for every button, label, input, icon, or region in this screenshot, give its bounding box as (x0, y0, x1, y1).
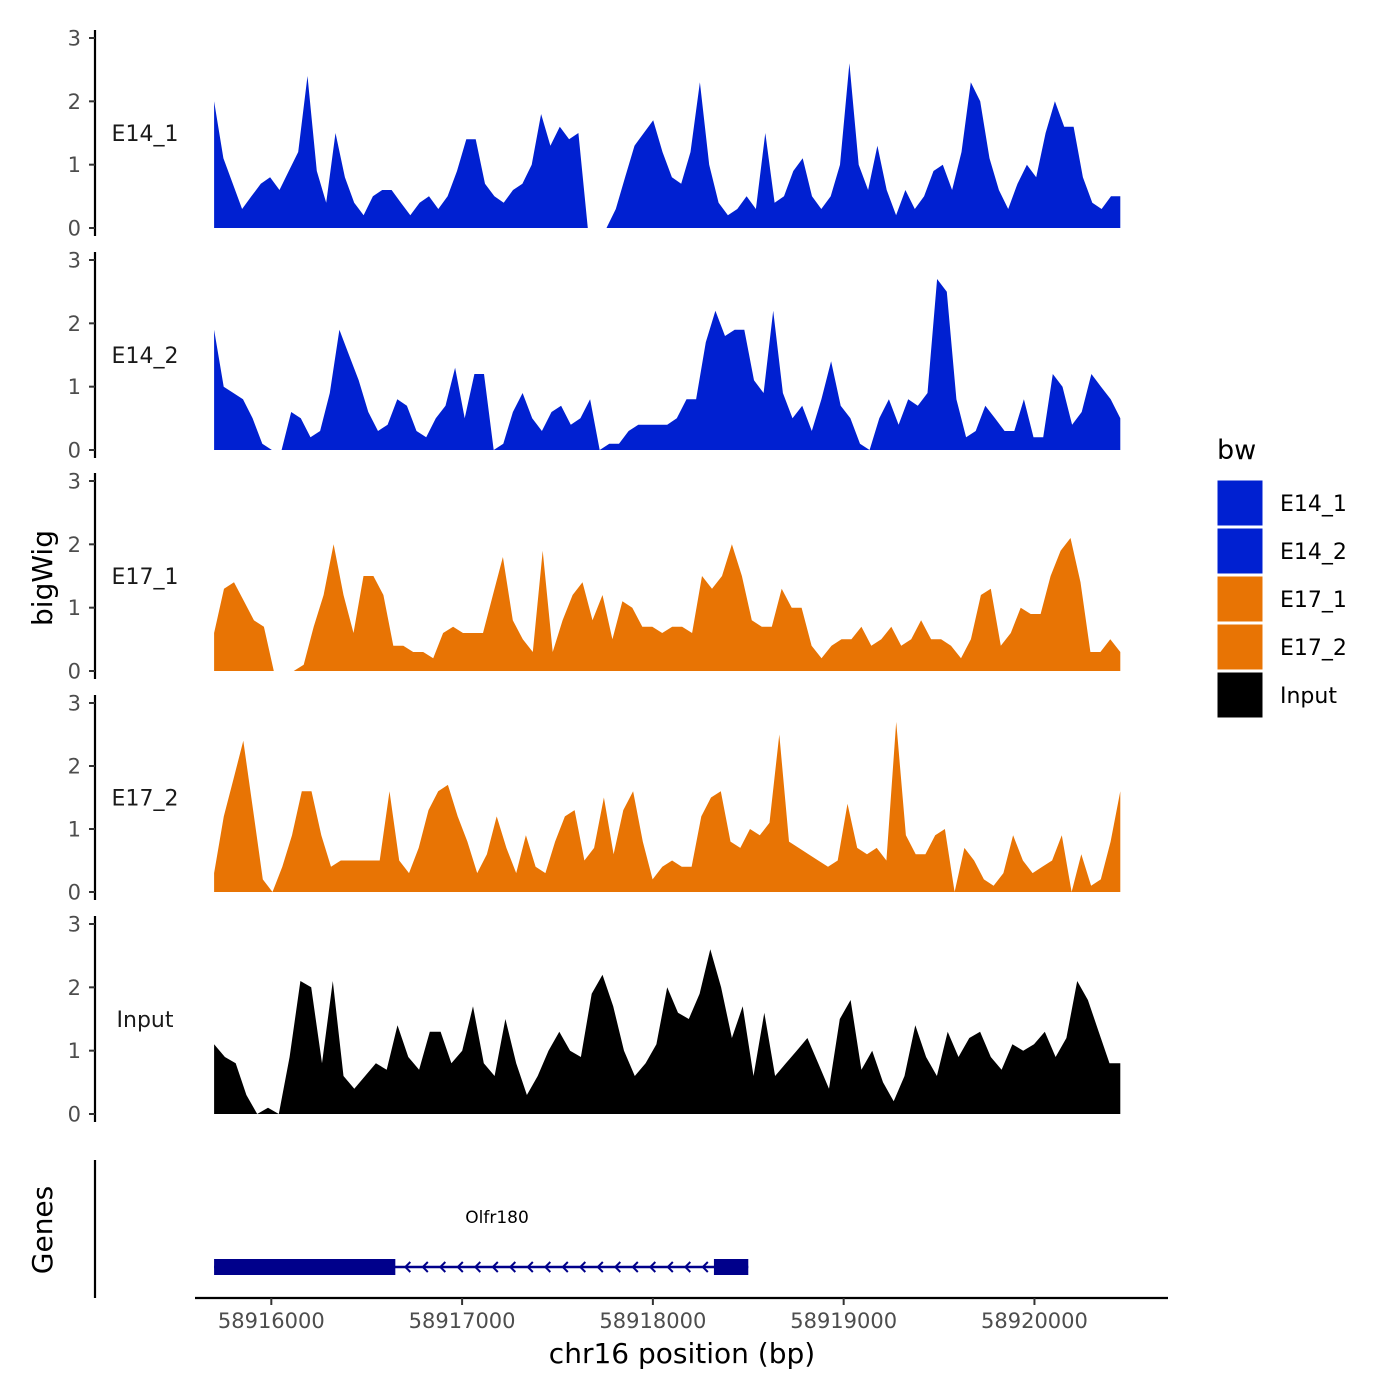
strand-arrow (438, 1261, 447, 1273)
track-label: Input (117, 1008, 174, 1033)
strand-arrow (648, 1261, 657, 1273)
y-tick-label: 2 (68, 90, 81, 114)
y-tick-label: 3 (68, 470, 81, 494)
y-tick-label: 1 (68, 375, 81, 399)
y-tick-label: 2 (68, 312, 81, 336)
signal-area-E14_1 (214, 63, 1121, 228)
strand-arrow (631, 1261, 639, 1273)
legend-title: bw (1217, 435, 1256, 466)
strand-arrow (596, 1261, 604, 1273)
strand-arrow (421, 1261, 429, 1273)
legend-label: E17_2 (1280, 636, 1347, 661)
signal-area-E17_1 (214, 538, 1121, 671)
strand-arrow (508, 1261, 517, 1273)
track-E14_1: 0 1 2 3 E14_1 (68, 27, 1121, 241)
x-axis-title: chr16 position (bp) (549, 1337, 815, 1370)
track-label: E14_2 (112, 344, 179, 369)
legend-label: E14_2 (1280, 540, 1347, 565)
x-tick-label: 58920000 (981, 1309, 1088, 1333)
gene-label: Olfr180 (465, 1208, 529, 1228)
y-tick-label: 3 (68, 913, 81, 937)
track-E14_2: 0 1 2 3 E14_2 (68, 249, 1121, 463)
strand-arrow (403, 1261, 412, 1273)
legend-swatch-E14_2 (1216, 527, 1264, 575)
y-tick-label: 2 (68, 533, 81, 557)
legend-label: E14_1 (1280, 492, 1347, 517)
y-axis-title: bigWig (26, 530, 59, 626)
strand-arrow (543, 1261, 552, 1273)
track-label: E17_1 (112, 565, 179, 590)
legend-label: E17_1 (1280, 588, 1347, 613)
x-tick-label: 58918000 (599, 1309, 706, 1333)
strand-arrow (456, 1261, 464, 1273)
track-label: E14_1 (112, 122, 179, 147)
signal-tracks: 0 1 2 3 E14_1 0 1 2 3 E14_2 0 1 2 3 E17_1 0 1 2 3 E17_2 0 1 2 3… (68, 27, 1121, 1127)
strand-arrow (561, 1261, 569, 1273)
y-tick-label: 0 (68, 217, 81, 241)
track-E17_2: 0 1 2 3 E17_2 (68, 692, 1121, 905)
y-tick-label: 0 (68, 439, 81, 463)
strand-arrow (578, 1261, 587, 1273)
x-tick-label: 58917000 (409, 1309, 516, 1333)
strand-arrow (666, 1261, 674, 1273)
x-axis: 58916000 58917000 58918000 58919000 58920000… (195, 1296, 1168, 1370)
track-E17_1: 0 1 2 3 E17_1 (68, 470, 1121, 684)
legend-swatch-E14_1 (1216, 479, 1264, 527)
y-tick-label: 1 (68, 1039, 81, 1063)
legend-swatch-Input (1216, 671, 1264, 719)
strand-arrow (491, 1261, 499, 1273)
legend-label: Input (1280, 684, 1337, 709)
strand-arrow (683, 1261, 692, 1273)
y-tick-label: 3 (68, 27, 81, 51)
y-tick-label: 3 (68, 692, 81, 716)
strand-arrow (526, 1261, 534, 1273)
track-Input: 0 1 2 3 Input (68, 913, 1121, 1127)
gene-exon (214, 1259, 396, 1275)
y-tick-label: 1 (68, 596, 81, 620)
signal-area-E14_2 (214, 279, 1121, 450)
x-tick-label: 58919000 (790, 1309, 897, 1333)
track-label: E17_2 (112, 787, 179, 812)
legend: bw E14_1 E14_2 E17_1 E17_2 Input (1216, 435, 1347, 719)
gene-panel: Genes Olfr180 (26, 1160, 749, 1298)
y-tick-label: 3 (68, 249, 81, 273)
legend-swatch-E17_1 (1216, 575, 1264, 623)
y-tick-label: 2 (68, 976, 81, 1000)
strand-arrow (473, 1261, 482, 1273)
strand-arrow (701, 1261, 709, 1273)
legend-swatch-E17_2 (1216, 623, 1264, 671)
signal-area-Input (214, 949, 1121, 1114)
y-tick-label: 1 (68, 818, 81, 842)
y-tick-label: 0 (68, 1103, 81, 1127)
gene-exon (713, 1259, 749, 1275)
gene-panel-title: Genes (26, 1186, 59, 1274)
y-tick-label: 0 (68, 660, 81, 684)
y-tick-label: 1 (68, 153, 81, 177)
signal-area-E17_2 (214, 721, 1121, 892)
y-axis-title-group: bigWig (26, 530, 59, 626)
y-tick-label: 2 (68, 755, 81, 779)
y-tick-label: 0 (68, 881, 81, 905)
strand-arrow (613, 1261, 622, 1273)
x-tick-label: 58916000 (218, 1309, 325, 1333)
